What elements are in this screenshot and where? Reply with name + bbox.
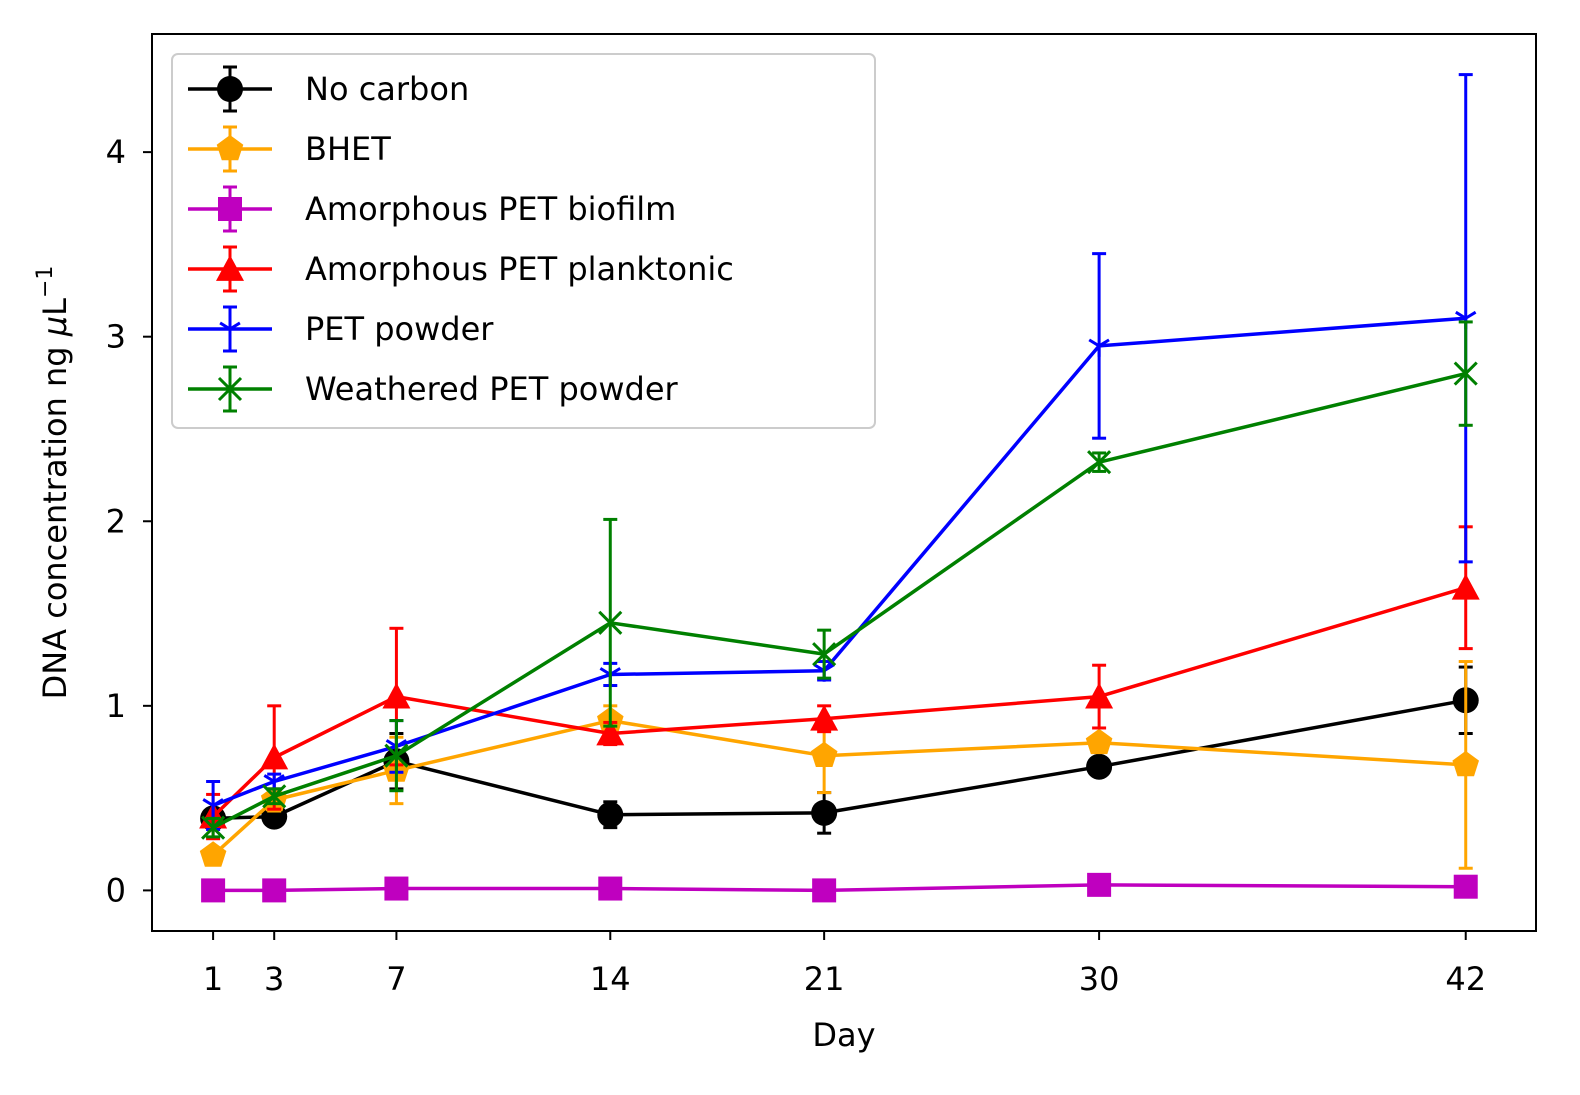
y-tick-label: 0 [106,871,126,909]
legend-marker [217,376,243,402]
x-axis-label: Day [812,1016,875,1054]
data-point [1453,361,1478,386]
data-point [812,878,837,903]
legend-marker [219,321,241,340]
data-point [1087,872,1112,897]
data-point [201,878,226,903]
legend-label: Weathered PET powder [305,370,679,408]
y-axis-label-sup: −1 [33,266,58,298]
y-tick-label: 3 [106,318,126,356]
legend-entry: Amorphous PET planktonic [188,245,734,293]
data-point [596,719,625,746]
legend-label: Amorphous PET planktonic [305,250,734,288]
plot-frame [151,33,1537,932]
legend-entry: No carbon [188,65,469,113]
data-point [382,682,411,709]
legend-label: BHET [305,130,391,168]
y-tick-label: 1 [106,687,126,725]
data-point [812,642,837,667]
axes-layer: 1 3 7 14 21 30 42 0 1 2 3 4 [106,133,1486,998]
data-point [201,815,226,840]
y-axis-label-mu: μ [36,316,74,337]
y-axis-label-main: DNA concentration ng [36,336,74,699]
data-point [597,801,624,828]
data-point [598,876,623,901]
data-point [1085,682,1114,709]
data-point [1087,450,1112,475]
data-point [1088,338,1110,357]
legend-entry: PET powder [188,305,494,353]
y-tick-label: 2 [106,502,126,540]
legend-marker [216,255,244,281]
data-point [384,743,409,768]
legend-label: No carbon [305,70,469,108]
y-tick-label: 4 [106,133,126,171]
series-layer [199,73,1480,903]
x-tick-label: 3 [264,960,284,998]
y-axis-label-unit: L [36,298,74,316]
legend-entry: Weathered PET powder [188,365,679,413]
legend-marker [217,76,243,102]
legend-label: Amorphous PET biofilm [305,190,676,228]
series-2 [201,872,1478,903]
y-axis-label: DNA concentration ng μL−1 [33,266,74,700]
data-point [811,799,838,826]
x-tick-label: 21 [804,960,845,998]
legend-label: PET powder [305,310,494,348]
data-point [202,798,224,817]
data-point [810,741,838,767]
data-point [1085,728,1113,755]
x-tick-label: 1 [203,960,223,998]
data-point [810,704,839,731]
x-tick-label: 7 [386,960,406,998]
data-point [1452,750,1479,777]
x-tick-label: 30 [1079,960,1120,998]
legend-box [171,53,876,429]
x-tick-label: 14 [590,960,631,998]
data-point [384,876,409,901]
x-tick-label: 42 [1445,960,1486,998]
data-point [262,878,287,903]
data-point [1453,874,1478,899]
data-point [199,841,227,867]
data-point [598,610,623,635]
data-point [1086,753,1113,780]
legend-entry: BHET [188,125,391,173]
data-point [1451,573,1480,600]
legend-entry: Amorphous PET biofilm [188,185,676,233]
legend-marker [216,135,244,161]
series-5 [201,320,1478,840]
data-point [260,743,289,770]
data-point [262,784,287,809]
legend-marker [218,197,242,221]
legend: No carbon BHET Amorphous PET biofilm Amorph… [171,53,876,429]
